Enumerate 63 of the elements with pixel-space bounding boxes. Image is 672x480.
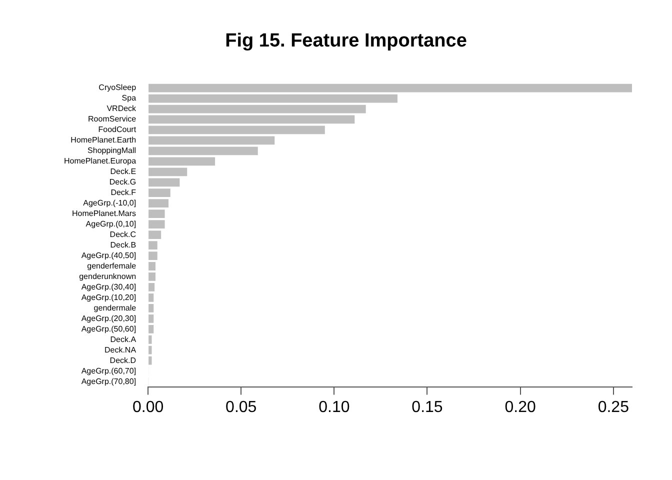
bar — [148, 220, 165, 229]
x-tick-label: 0.15 — [412, 398, 443, 416]
y-tick-label: AgeGrp.(-10,0] — [83, 198, 136, 208]
x-tick-label: 0.25 — [598, 398, 630, 416]
y-tick-label: Deck.C — [110, 230, 136, 240]
y-tick-label: ShoppingMall — [88, 146, 136, 156]
bar — [148, 314, 154, 323]
y-tick-label: FoodCourt — [98, 125, 137, 134]
bar — [148, 294, 154, 302]
y-tick-label: HomePlanet.Mars — [72, 209, 136, 218]
x-tick-label: 0.20 — [504, 398, 536, 416]
bar — [148, 346, 152, 354]
bar — [148, 210, 165, 218]
bar — [148, 126, 325, 134]
bar — [148, 252, 158, 260]
y-tick-label: Spa — [122, 94, 137, 103]
y-tick-label: AgeGrp.(50,60] — [81, 324, 136, 334]
bar — [148, 188, 170, 198]
x-tick-label: 0.10 — [318, 398, 350, 416]
bar — [148, 241, 158, 250]
bar — [148, 335, 152, 344]
bar — [148, 304, 154, 312]
bar — [148, 283, 155, 292]
y-tick-label: AgeGrp.(0,10] — [86, 220, 136, 229]
y-tick-label: Deck.G — [109, 178, 136, 187]
bar — [148, 199, 169, 208]
y-tick-label: Deck.A — [110, 334, 137, 344]
bar — [148, 230, 162, 239]
x-tick-label: 0.00 — [132, 398, 164, 416]
y-tick-label: Deck.F — [110, 188, 136, 198]
bar — [148, 115, 355, 124]
y-tick-label: AgeGrp.(30,40] — [81, 282, 136, 292]
bar — [148, 136, 275, 145]
y-tick-label: genderfemale — [87, 261, 137, 270]
bar — [148, 157, 216, 166]
bar — [148, 168, 188, 176]
y-tick-label: RoomService — [88, 114, 137, 124]
y-tick-label: VRDeck — [106, 104, 138, 114]
y-tick-label: genderunknown — [79, 272, 136, 281]
bar — [148, 178, 180, 187]
bar — [148, 262, 156, 270]
y-tick-label: Deck.NA — [104, 345, 137, 354]
x-tick-label: 0.05 — [226, 398, 257, 416]
chart-title: Fig 15. Feature Importance — [225, 30, 467, 52]
bar — [148, 146, 258, 156]
bar — [148, 104, 366, 114]
bar — [148, 272, 156, 281]
y-tick-label: gendermale — [94, 303, 137, 312]
y-tick-label: AgeGrp.(60,70] — [81, 366, 136, 376]
y-tick-label: Deck.E — [110, 167, 136, 176]
y-tick-label: Deck.D — [110, 356, 136, 365]
y-tick-label: HomePlanet.Europa — [64, 156, 137, 166]
y-tick-label: AgeGrp.(20,30] — [81, 314, 136, 323]
bar — [148, 94, 398, 103]
bar — [148, 324, 154, 334]
y-tick-label: HomePlanet.Earth — [70, 136, 136, 145]
y-tick-label: Deck.B — [110, 240, 136, 250]
y-tick-label: AgeGrp.(40,50] — [81, 250, 136, 260]
y-tick-label: CryoSleep — [98, 83, 137, 92]
y-tick-label: AgeGrp.(10,20] — [81, 292, 136, 302]
bar — [148, 356, 152, 365]
y-tick-label: AgeGrp.(70,80] — [81, 376, 136, 386]
bar — [148, 84, 632, 92]
